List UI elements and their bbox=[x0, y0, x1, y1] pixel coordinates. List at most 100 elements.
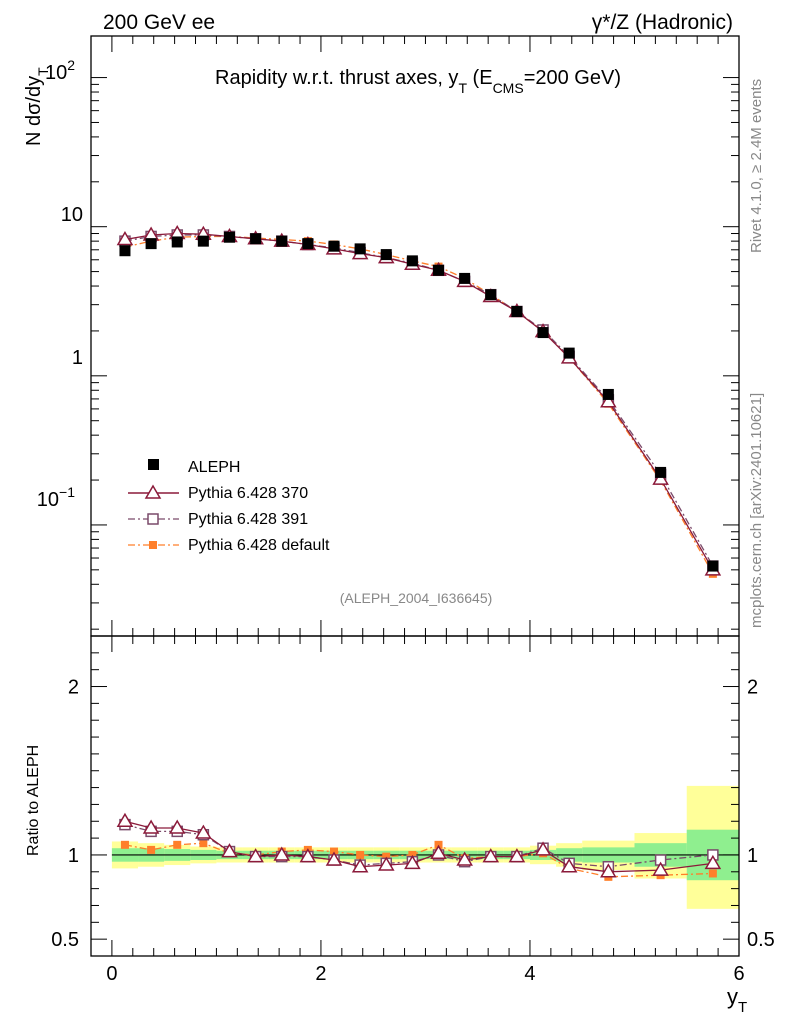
ratio-point-pythia-6-428-370 bbox=[508, 848, 526, 863]
legend-label-aleph: ALEPH bbox=[188, 459, 240, 476]
ratio-point-pythia-6-428-370 bbox=[221, 843, 238, 858]
ratio-point-pythia-6-428-370 bbox=[430, 844, 447, 860]
main-point-aleph bbox=[511, 305, 523, 317]
analysis-watermark: (ALEPH_2004_I636645) bbox=[340, 590, 493, 606]
main-point-aleph bbox=[223, 231, 235, 243]
ratio-point-pythia-6-428-370 bbox=[652, 861, 669, 876]
legend-label-370: Pythia 6.428 370 bbox=[188, 485, 308, 502]
main-point-pythia-6-428-370 bbox=[600, 393, 617, 408]
ratio-point-pythia-6-428-370 bbox=[142, 819, 160, 834]
main-panel: Rapidity w.r.t. thrust axes, yT (ECMS=20… bbox=[23, 35, 740, 637]
ytick-label-100: 102 bbox=[45, 57, 75, 84]
main-point-aleph bbox=[406, 255, 418, 267]
ratio-ytick-label-right: 2 bbox=[747, 677, 758, 699]
ratio-xtick-label: 4 bbox=[524, 963, 535, 985]
ratio-xlabel: yT bbox=[727, 984, 747, 1016]
ratio-point-pythia-6-428-370 bbox=[351, 858, 369, 873]
ylabel-sub: T bbox=[35, 67, 51, 76]
ratio-point-pythia-6-428-370 bbox=[325, 851, 343, 866]
ytick-0.1-base: 10 bbox=[37, 489, 59, 511]
ratio-point-pythia-6-428-370 bbox=[273, 846, 291, 861]
ytick-label-10: 10 bbox=[61, 204, 83, 226]
main-ticks bbox=[91, 36, 739, 636]
ratio-point-pythia-6-428-default bbox=[199, 839, 208, 848]
ratio-point-pythia-6-428-default bbox=[120, 840, 129, 849]
ratio-point-pythia-6-428-370 bbox=[195, 824, 212, 839]
ratio-bands bbox=[111, 785, 739, 909]
ratio-point-pythia-6-428-370 bbox=[377, 856, 395, 871]
legend-label-default: Pythia 6.428 default bbox=[188, 537, 330, 554]
legend-marker-default bbox=[149, 541, 157, 549]
main-point-aleph bbox=[433, 264, 445, 276]
main-point-pythia-6-428-370 bbox=[116, 231, 134, 246]
main-point-aleph bbox=[276, 235, 288, 247]
ratio-ytick-label-right: 1 bbox=[747, 845, 758, 867]
main-point-aleph bbox=[602, 388, 614, 400]
legend: ALEPH Pythia 6.428 370 Pythia 6.428 391 … bbox=[128, 459, 330, 554]
main-point-aleph bbox=[459, 272, 471, 284]
ratio-ylabel: Ratio to ALEPH bbox=[25, 745, 42, 856]
main-series-layer bbox=[116, 225, 722, 578]
main-point-aleph bbox=[380, 249, 392, 261]
ytick-100-base: 10 bbox=[45, 62, 67, 84]
main-point-aleph bbox=[171, 236, 183, 248]
title-main: Rapidity w.r.t. thrust axes, y bbox=[215, 67, 458, 89]
ratio-panel: 0.5 0.5 1 1 2 2 0 2 4 6 Ratio to ALEPH yT bbox=[25, 635, 775, 1016]
main-title: Rapidity w.r.t. thrust axes, yT (ECMS=20… bbox=[215, 67, 621, 96]
main-point-aleph bbox=[707, 560, 719, 572]
xlabel-main: y bbox=[727, 984, 738, 1009]
ratio-xtick-label: 2 bbox=[315, 963, 326, 985]
ratio-point-pythia-6-428-370 bbox=[704, 854, 722, 870]
main-point-aleph bbox=[655, 466, 667, 478]
rivet-label: Rivet 4.1.0, ≥ 2.4M events bbox=[748, 79, 765, 253]
ratio-point-pythia-6-428-370 bbox=[560, 858, 578, 873]
xlabel-sub: T bbox=[738, 999, 747, 1016]
ratio-point-pythia-6-428-default bbox=[708, 869, 717, 878]
ytick-0.1-exp: −1 bbox=[59, 484, 75, 500]
ytick-label-1: 1 bbox=[72, 347, 83, 369]
ratio-ytick-label: 0.5 bbox=[51, 929, 79, 951]
ytick-100-exp: 2 bbox=[67, 57, 75, 73]
main-point-pythia-6-428-370 bbox=[652, 470, 669, 485]
main-point-aleph bbox=[328, 240, 340, 252]
title-mid: (E bbox=[467, 67, 493, 89]
ratio-point-pythia-6-428-370 bbox=[299, 848, 317, 863]
ratio-frame bbox=[90, 635, 740, 957]
ratio-point-pythia-6-428-370 bbox=[116, 812, 134, 828]
ratio-ytick-label-right: 0.5 bbox=[747, 929, 775, 951]
ratio-point-pythia-6-428-370 bbox=[168, 819, 186, 834]
ylabel-main: N dσ/dy bbox=[23, 76, 45, 146]
legend-marker-391 bbox=[147, 513, 159, 525]
main-point-aleph bbox=[250, 233, 262, 245]
ratio-point-pythia-6-428-default bbox=[356, 850, 365, 859]
header-right: γ*/Z (Hadronic) bbox=[592, 11, 733, 34]
title-sub2: CMS bbox=[493, 80, 524, 96]
ratio-ticks: 0.5 0.5 1 1 2 2 0 2 4 6 bbox=[51, 636, 775, 985]
ratio-point-pythia-6-428-370 bbox=[600, 863, 617, 878]
main-ylabel: N dσ/dyT bbox=[23, 67, 51, 146]
ratio-point-pythia-6-428-370 bbox=[482, 848, 500, 863]
main-point-aleph bbox=[119, 245, 131, 257]
ratio-point-pythia-6-428-370 bbox=[456, 851, 473, 866]
title-tail: =200 GeV) bbox=[524, 67, 621, 89]
ratio-point-pythia-6-428-370 bbox=[247, 848, 264, 863]
ratio-ytick-label: 1 bbox=[68, 845, 79, 867]
main-point-aleph bbox=[197, 235, 209, 247]
ratio-xtick-label: 6 bbox=[733, 963, 744, 985]
main-point-aleph bbox=[302, 238, 314, 250]
ratio-ytick-label: 2 bbox=[68, 677, 79, 699]
main-point-aleph bbox=[485, 289, 497, 301]
title-sub1: T bbox=[458, 80, 467, 96]
ratio-xtick-label: 0 bbox=[106, 963, 117, 985]
legend-marker-aleph bbox=[148, 459, 159, 470]
ratio-series-layer bbox=[116, 812, 722, 881]
ratio-point-pythia-6-428-default bbox=[173, 840, 182, 849]
main-point-aleph bbox=[354, 243, 366, 255]
ytick-label-0.1: 10−1 bbox=[37, 484, 75, 511]
main-point-aleph bbox=[537, 327, 549, 339]
legend-label-391: Pythia 6.428 391 bbox=[188, 511, 308, 528]
ratio-point-pythia-6-428-370 bbox=[534, 841, 552, 856]
header-left: 200 GeV ee bbox=[103, 11, 215, 34]
ratio-point-pythia-6-428-default bbox=[147, 845, 156, 854]
